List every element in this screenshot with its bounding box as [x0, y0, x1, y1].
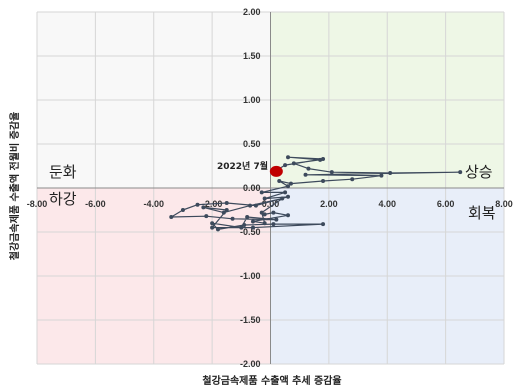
quadrant-label-lower-left: 하강: [49, 190, 77, 208]
data-point: [286, 213, 291, 218]
y-axis-title: 철강금속제품 수출액 전월비 증감율: [8, 112, 21, 260]
axes: [37, 12, 504, 364]
data-point: [303, 172, 308, 177]
data-point: [204, 214, 209, 219]
data-point: [283, 163, 288, 168]
data-point: [388, 171, 393, 176]
y-tick-label: -1.50: [240, 315, 261, 325]
data-point: [259, 190, 264, 195]
annotation-label: 2022년 7월: [217, 160, 268, 172]
data-point: [210, 225, 215, 230]
data-point: [318, 157, 323, 162]
data-point: [321, 222, 326, 227]
data-point: [253, 203, 258, 208]
data-point: [180, 208, 185, 212]
y-tick-label: 1.00: [243, 95, 261, 105]
data-point: [245, 215, 250, 220]
data-point: [286, 184, 291, 189]
data-point: [210, 221, 215, 226]
data-point: [291, 161, 296, 166]
x-tick-label: 8.00: [495, 199, 513, 209]
data-point: [224, 208, 229, 212]
data-point: [286, 155, 291, 160]
y-tick-label: 1.50: [243, 51, 261, 61]
data-point: [458, 170, 463, 175]
data-point: [230, 216, 235, 221]
y-tick-label: 0.00: [243, 183, 261, 193]
x-tick-label: 4.00: [378, 199, 396, 209]
quadrant-labels: 둔화 상승 하강 회복: [49, 163, 496, 222]
data-point: [201, 205, 206, 210]
x-tick-label: 6.00: [437, 199, 455, 209]
data-point: [215, 227, 220, 232]
x-tick-label: -4.00: [143, 199, 164, 209]
data-point: [288, 181, 293, 186]
data-point: [283, 190, 288, 195]
data-point: [379, 173, 384, 178]
data-point: [242, 222, 247, 227]
data-point: [169, 215, 174, 220]
data-point: [350, 177, 355, 182]
data-point: [329, 170, 334, 175]
highlight-point: [269, 165, 283, 177]
quadrant-label-upper-right: 상승: [465, 163, 493, 181]
data-point: [277, 178, 282, 183]
data-point: [286, 194, 291, 199]
quadrant-label-lower-right: 회복: [468, 204, 496, 222]
data-point: [250, 225, 255, 230]
data-point: [306, 166, 311, 171]
data-point: [195, 202, 200, 207]
x-tick-label: 0.00: [262, 199, 280, 209]
y-tick-label: -1.00: [240, 271, 261, 281]
y-tick-label: -0.50: [240, 227, 261, 237]
data-point: [321, 178, 326, 183]
x-tick-label: -6.00: [85, 199, 106, 209]
data-point: [248, 203, 253, 208]
data-point: [262, 221, 267, 226]
y-tick-label: 0.50: [243, 139, 261, 149]
x-tick-label: 2.00: [320, 199, 338, 209]
data-point: [250, 219, 255, 224]
x-axis-title: 철강금속제품 수출액 추세 증감율: [202, 374, 341, 387]
x-tick-label: -8.00: [27, 199, 48, 209]
data-point: [280, 196, 285, 201]
y-tick-label: 2.00: [243, 7, 261, 17]
data-point: [262, 196, 267, 201]
quadrant-label-upper-left: 둔화: [49, 163, 77, 181]
data-point: [224, 200, 229, 205]
data-point: [239, 225, 244, 230]
data-point: [221, 210, 226, 215]
y-tick-label: -2.00: [240, 359, 261, 369]
data-point: [271, 222, 276, 227]
data-point: [274, 217, 279, 222]
data-point: [259, 210, 264, 215]
data-point: [262, 212, 267, 217]
y-tick-labels: 2.00 1.50 1.00 0.50 0.00 -0.50 -1.00 -1.50 -2.00: [240, 7, 261, 369]
data-point: [271, 210, 276, 215]
series-1: [169, 155, 463, 232]
